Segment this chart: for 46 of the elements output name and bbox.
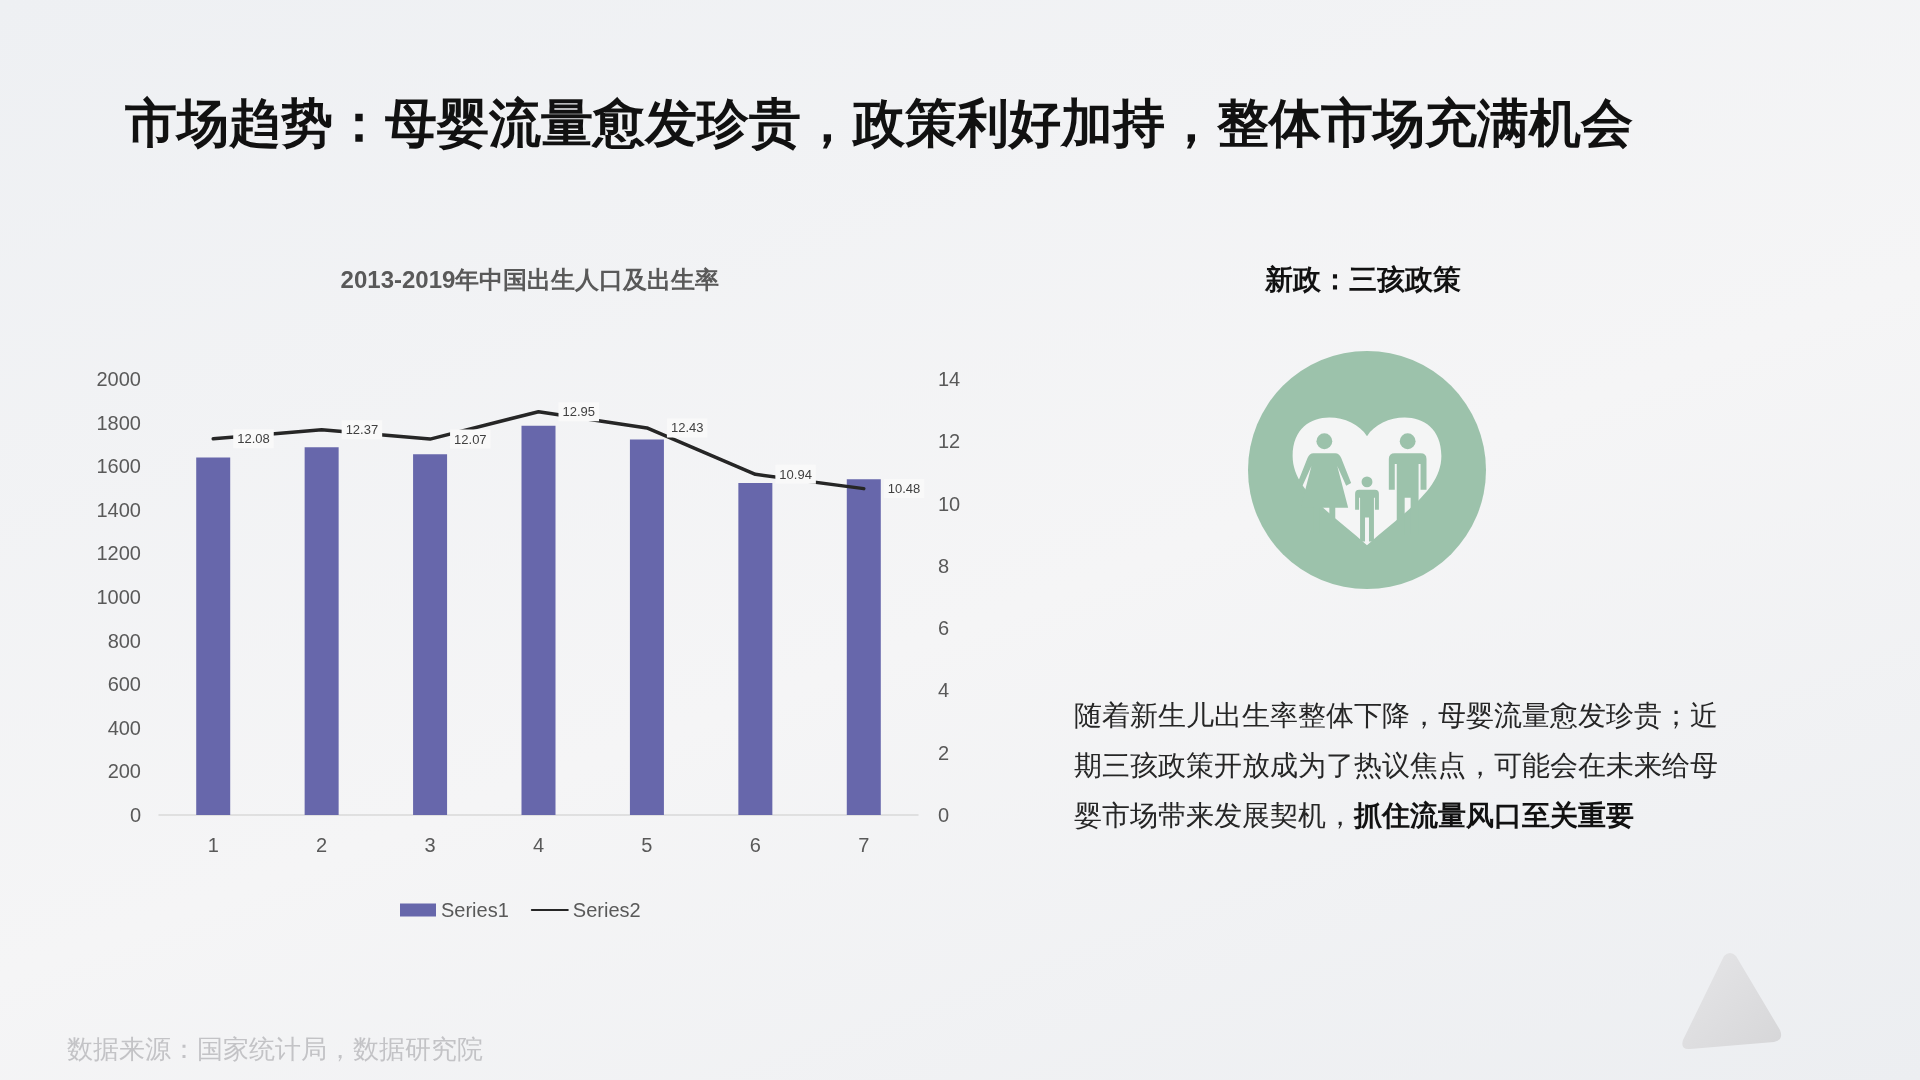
y2-tick-label: 14 bbox=[938, 368, 961, 390]
y-tick-label: 200 bbox=[107, 760, 141, 783]
bar bbox=[196, 457, 231, 815]
y-tick-label: 800 bbox=[107, 629, 141, 652]
legend-label: Series1 bbox=[441, 899, 509, 921]
data-label: 12.08 bbox=[237, 431, 270, 447]
y-tick-label: 1000 bbox=[96, 586, 141, 608]
chart-title: 市场趋势：母婴流量愈发珍贵，政策利好加持，整体市场充满机会 bbox=[124, 94, 1633, 152]
y2-tick-label: 8 bbox=[938, 554, 950, 577]
y-tick-label: 2000 bbox=[96, 368, 141, 390]
text: 抓住流量风口至关重要 bbox=[1354, 799, 1634, 832]
x-tick-label: 3 bbox=[424, 834, 436, 856]
chart-subtitle: 2013-2019年中国出生人口及出生率 bbox=[340, 265, 720, 293]
y-tick-label: 400 bbox=[107, 716, 141, 739]
legend-label: Series2 bbox=[572, 899, 641, 921]
y2-tick-label: 4 bbox=[938, 679, 950, 702]
data-label: 10.48 bbox=[887, 481, 921, 497]
y2-tick-label: 2 bbox=[938, 741, 950, 764]
x-tick-label: 6 bbox=[749, 834, 761, 856]
x-tick-label: 2 bbox=[316, 834, 328, 856]
y2-tick-label: 0 bbox=[938, 804, 950, 826]
y-tick-label: 600 bbox=[107, 673, 141, 696]
data-label: 12.95 bbox=[562, 404, 596, 420]
bar bbox=[846, 479, 881, 815]
y-tick-label: 1200 bbox=[96, 542, 141, 565]
y2-tick-label: 6 bbox=[938, 617, 950, 640]
y2-tick-label: 12 bbox=[938, 430, 961, 453]
bar bbox=[413, 454, 448, 815]
bar bbox=[738, 482, 773, 815]
x-tick-label: 5 bbox=[641, 834, 653, 856]
data-label: 12.37 bbox=[345, 422, 379, 438]
data-label: 12.43 bbox=[670, 420, 704, 436]
data-label: 10.94 bbox=[779, 466, 812, 482]
bar bbox=[629, 439, 664, 815]
y-tick-label: 1400 bbox=[96, 498, 141, 521]
bar bbox=[304, 447, 339, 815]
y2-tick-label: 10 bbox=[938, 492, 961, 515]
y-tick-label: 0 bbox=[129, 804, 141, 826]
x-tick-label: 7 bbox=[858, 834, 870, 856]
x-tick-label: 4 bbox=[532, 834, 545, 856]
x-tick-label: 1 bbox=[207, 834, 219, 856]
bar bbox=[521, 425, 556, 815]
text: 新政：三孩政策 bbox=[1264, 263, 1462, 297]
y-tick-label: 1600 bbox=[96, 455, 141, 478]
y-tick-label: 1800 bbox=[96, 411, 141, 434]
data-label: 12.07 bbox=[454, 431, 487, 447]
